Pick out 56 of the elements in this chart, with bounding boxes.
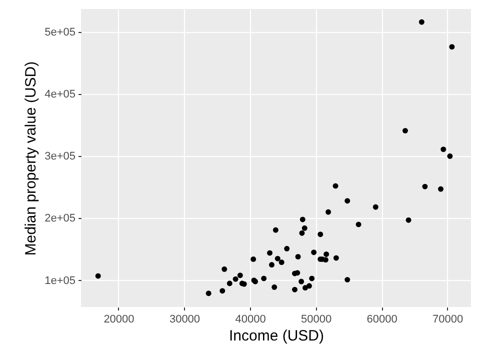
point: [438, 186, 444, 192]
y-tick-label: 3e+05: [44, 150, 76, 163]
point: [344, 276, 350, 282]
point: [272, 284, 278, 290]
y-tick-label: 2e+05: [44, 212, 76, 225]
point: [294, 270, 300, 276]
point: [311, 250, 317, 256]
point: [402, 128, 408, 134]
point: [292, 286, 298, 292]
point: [344, 198, 350, 204]
point: [222, 266, 228, 272]
point: [418, 19, 424, 25]
point: [300, 216, 306, 222]
point: [333, 255, 339, 261]
point: [422, 184, 428, 190]
x-tick-label: 60000: [366, 314, 398, 326]
x-tick-label: 40000: [235, 314, 266, 326]
point: [268, 262, 274, 268]
point: [261, 276, 267, 282]
point: [232, 276, 238, 282]
point: [306, 283, 312, 289]
point: [326, 209, 332, 215]
point: [372, 204, 378, 210]
point: [226, 280, 232, 286]
point: [284, 246, 290, 252]
y-tick-label: 1e+05: [44, 274, 76, 287]
point: [324, 251, 330, 257]
point: [332, 183, 338, 189]
point: [295, 254, 301, 260]
point: [302, 225, 308, 231]
y-tick-label: 5e+05: [44, 26, 76, 38]
point: [318, 232, 324, 238]
x-tick-label: 20000: [104, 314, 134, 326]
x-tick-label: 70000: [432, 314, 464, 326]
y-axis-title: Median property value (USD): [22, 61, 40, 256]
x-axis-title: Income (USD): [228, 328, 324, 344]
point: [220, 288, 226, 294]
point: [267, 250, 272, 256]
x-tick-label: 50000: [300, 314, 332, 326]
point: [309, 276, 315, 282]
point: [299, 230, 305, 236]
point: [95, 273, 101, 279]
point: [274, 256, 280, 262]
point: [298, 278, 304, 284]
x-tick-label: 30000: [169, 314, 200, 326]
point: [356, 222, 362, 228]
point: [406, 217, 412, 223]
point: [206, 290, 212, 296]
point: [250, 256, 256, 262]
point: [449, 44, 455, 50]
point: [447, 153, 453, 159]
point: [440, 146, 446, 152]
point: [278, 260, 284, 266]
point: [237, 272, 243, 278]
point: [272, 227, 278, 233]
y-tick-label: 4e+05: [44, 88, 76, 101]
